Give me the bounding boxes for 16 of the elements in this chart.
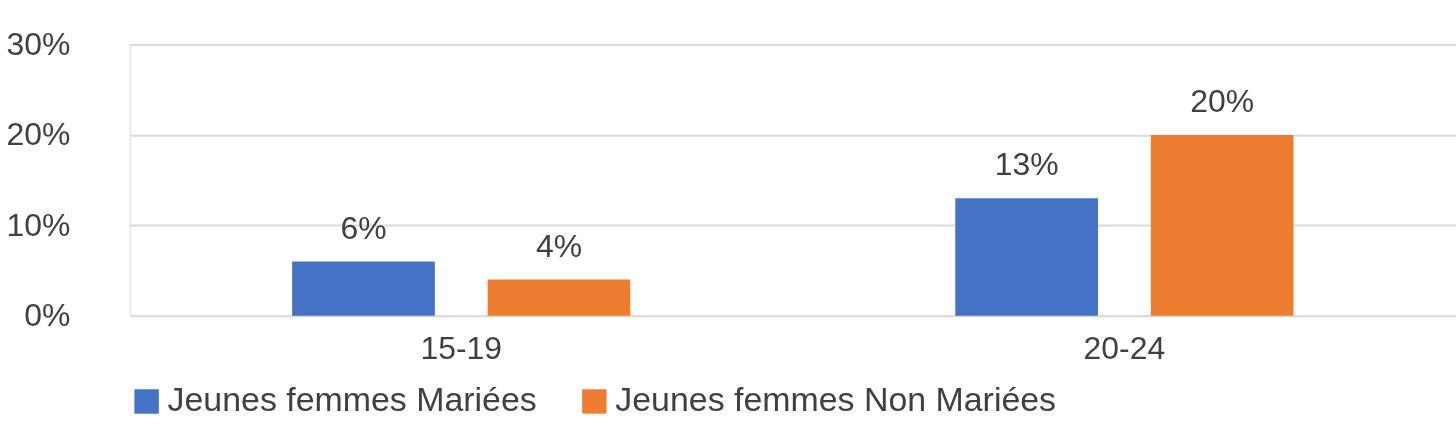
y-tick-label: 20%: [6, 116, 71, 153]
x-tick-label: 15-19: [420, 330, 503, 367]
y-tick-label: 30%: [6, 25, 71, 62]
data-label: 20%: [1190, 82, 1255, 119]
data-label: 13%: [994, 146, 1059, 183]
data-label: 4%: [535, 227, 583, 264]
bar: [292, 261, 435, 316]
bar: [1150, 134, 1294, 316]
y-tick-label: 0%: [24, 297, 71, 334]
bar: [955, 198, 1099, 316]
y-tick-label: 10%: [6, 206, 71, 243]
legend-label: Jeunes femmes Non Mariées: [615, 380, 1057, 419]
bar: [487, 279, 631, 316]
data-label: 6%: [340, 209, 387, 246]
x-tick-label: 20-24: [1083, 330, 1166, 367]
legend-label: Jeunes femmes Mariées: [167, 380, 537, 419]
